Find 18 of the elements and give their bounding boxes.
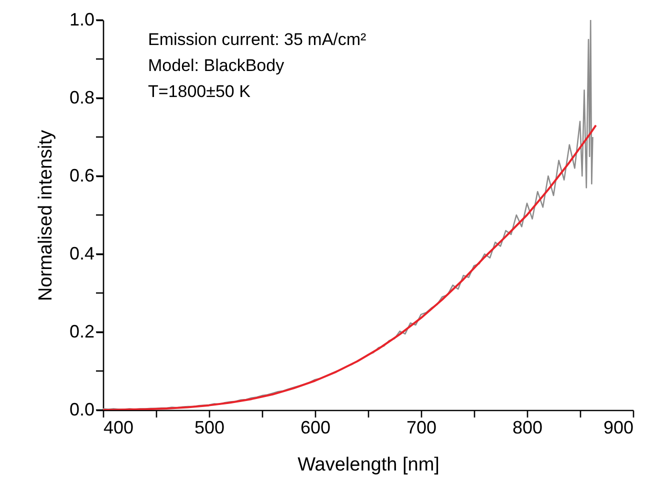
x-tick-label: 700 [406,418,437,438]
y-axis-title: Normalised intensity [35,129,56,302]
x-axis-title: Wavelength [nm] [298,454,440,476]
x-tick-label: 800 [512,418,543,438]
y-tick-label: 0.4 [69,244,94,264]
annotation: Model: BlackBody [148,56,285,75]
x-tick-label: 500 [194,418,225,438]
y-tick-label: 0.0 [69,400,94,420]
y-tick-label: 1.0 [69,10,94,30]
x-tick-label: 400 [104,418,134,438]
x-tick-label: 600 [300,418,331,438]
annotation: Emission current: 35 mA/cm² [148,30,367,49]
annotation: T=1800±50 K [148,82,252,101]
x-tick-label: 900 [603,418,634,438]
y-tick-label: 0.2 [69,322,94,342]
y-tick-label: 0.8 [69,88,94,108]
line-series [103,124,597,410]
y-tick-label: 0.6 [69,166,94,186]
